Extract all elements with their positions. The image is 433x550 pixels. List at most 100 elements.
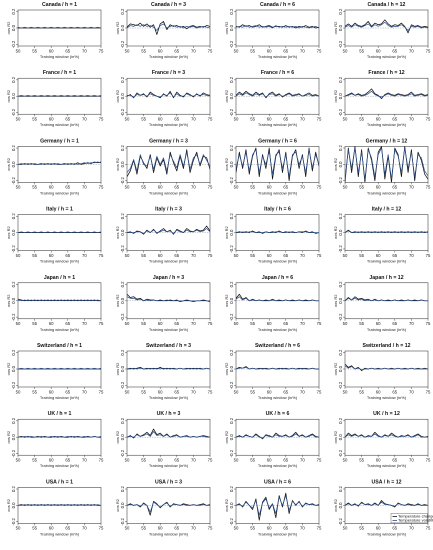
x-tick-label: 75: [317, 321, 322, 326]
series-group: [18, 231, 101, 233]
panel: Germany / h = 6 -0.2 0.0 0.2 oos R2 50 55 60 65 7…: [224, 138, 322, 195]
x-tick-label: 65: [174, 253, 179, 258]
x-tick-label: 60: [376, 117, 381, 122]
x-tick-label: 75: [426, 185, 431, 190]
panel: UK / h = 1 -0.2 0.0 0.2 oos R2 50 55 60 65 70 75 Tr…: [6, 411, 104, 468]
panel: Germany / h = 3 -0.2 0.0 0.2 oos R2 50 55 60 65 7…: [115, 138, 213, 195]
series-line-temperature-volatility: [345, 433, 428, 438]
series-group: [18, 298, 101, 302]
x-tick-label: 55: [141, 117, 146, 122]
y-tick-label: 0.0: [11, 434, 16, 441]
y-tick-label: -0.2: [120, 108, 125, 116]
x-tick-label: 55: [32, 253, 37, 258]
x-tick-label: 60: [267, 253, 272, 258]
series-group: [127, 428, 210, 439]
panel: France / h = 6 -0.2 0.0 0.2 oos R2 50 55 60 65 70…: [224, 70, 322, 127]
x-tick-label: 55: [32, 48, 37, 53]
y-tick-label: 0.0: [120, 93, 125, 100]
y-tick-label: -0.2: [11, 245, 16, 253]
series-line-temperature-volatility: [18, 436, 101, 438]
series-group: [18, 26, 101, 29]
y-tick-label: -0.2: [120, 313, 125, 321]
x-axis-label: Training window (in%): [367, 259, 407, 264]
panel-title: France / h = 1: [43, 70, 76, 76]
panel: USA / h = 1 -0.2 0.0 0.2 oos R2 50 55 60 65 70 75 T…: [6, 479, 104, 536]
panel: UK / h = 6 -0.2 0.0 0.2 oos R2 50 55 60 65 70 75 Tr…: [224, 411, 322, 468]
x-tick-label: 60: [376, 389, 381, 394]
x-tick-label: 65: [65, 389, 70, 394]
x-tick-label: 50: [16, 458, 21, 463]
panel-title: UK / h = 6: [266, 411, 290, 417]
y-tick-label: -0.2: [11, 313, 16, 321]
y-axis-label: oos R2: [115, 225, 120, 238]
x-tick-label: 60: [376, 48, 381, 53]
y-tick-label: 0.0: [11, 161, 16, 168]
series-line-temperature-volatility: [345, 365, 428, 371]
x-axis-label: Training window (in%): [258, 190, 298, 195]
panel: Canada / h = 3 -0.2 0.0 0.2 oos R2 50 55 60 65 70…: [115, 2, 213, 59]
y-tick-label: -0.2: [120, 245, 125, 253]
x-tick-label: 60: [158, 458, 163, 463]
x-tick-label: 70: [409, 321, 414, 326]
x-tick-label: 75: [426, 458, 431, 463]
x-tick-label: 70: [191, 389, 196, 394]
series-line-temperature-changes: [236, 90, 319, 99]
series-line-temperature-volatility: [18, 299, 101, 302]
x-tick-label: 60: [158, 321, 163, 326]
series-group: [345, 500, 428, 508]
x-tick-label: 50: [125, 389, 130, 394]
x-tick-label: 75: [208, 321, 213, 326]
y-tick-label: 0.2: [229, 417, 234, 424]
series-group: [236, 90, 319, 99]
panel-title: Italy / h = 1: [46, 207, 73, 213]
x-axis-label: Training window (in%): [367, 395, 407, 400]
x-axis-label: Training window (in%): [149, 54, 189, 59]
y-tick-label: 0.0: [120, 161, 125, 168]
panel: USA / h = 6 -0.2 0.0 0.2 oos R2 50 55 60 65 70 75 T…: [224, 479, 322, 536]
y-tick-label: 0.2: [338, 349, 343, 356]
series-group: [345, 363, 428, 372]
x-tick-label: 65: [392, 253, 397, 258]
x-axis-label: Training window (in%): [149, 122, 189, 127]
y-tick-label: 0.0: [229, 434, 234, 441]
series-line-temperature-changes: [345, 88, 428, 100]
series-group: [18, 436, 101, 438]
series-line-temperature-volatility: [127, 501, 210, 513]
y-tick-label: 0.2: [11, 144, 16, 151]
x-tick-label: 75: [426, 48, 431, 53]
y-tick-label: 0.0: [338, 93, 343, 100]
panel-title: France / h = 12: [368, 70, 404, 76]
x-tick-label: 60: [376, 526, 381, 531]
x-tick-label: 70: [82, 117, 87, 122]
panel-title: Canada / h = 1: [42, 2, 77, 8]
panel: Germany / h = 12 -0.2 0.0 0.2 oos R2 50 55 60 65…: [333, 138, 431, 195]
x-tick-label: 70: [300, 321, 305, 326]
x-tick-label: 70: [409, 48, 414, 53]
x-tick-label: 65: [283, 185, 288, 190]
x-axis-label: Training window (in%): [367, 122, 407, 127]
y-tick-label: 0.2: [338, 144, 343, 151]
x-tick-label: 60: [267, 458, 272, 463]
x-tick-label: 50: [234, 185, 239, 190]
series-group: [236, 366, 319, 370]
y-tick-label: 0.0: [229, 297, 234, 304]
x-tick-label: 65: [174, 48, 179, 53]
series-group: [236, 431, 319, 440]
x-axis-label: Training window (in%): [149, 259, 189, 264]
x-tick-label: 70: [82, 48, 87, 53]
x-axis-label: Training window (in%): [149, 463, 189, 468]
series-line-temperature-volatility: [236, 367, 319, 370]
panel: Canada / h = 6 -0.2 0.0 0.2 oos R2 50 55 60 65 70…: [224, 2, 322, 59]
x-tick-label: 75: [208, 458, 213, 463]
x-tick-label: 65: [392, 389, 397, 394]
x-tick-label: 50: [125, 321, 130, 326]
x-axis-label: Training window (in%): [149, 531, 189, 536]
y-tick-label: -0.2: [338, 108, 343, 116]
y-tick-label: -0.2: [120, 40, 125, 48]
x-tick-label: 65: [174, 185, 179, 190]
x-tick-label: 65: [174, 321, 179, 326]
y-tick-label: 0.2: [120, 8, 125, 15]
y-tick-label: 0.2: [229, 76, 234, 83]
x-tick-label: 70: [300, 185, 305, 190]
series-line-temperature-volatility: [345, 90, 428, 98]
